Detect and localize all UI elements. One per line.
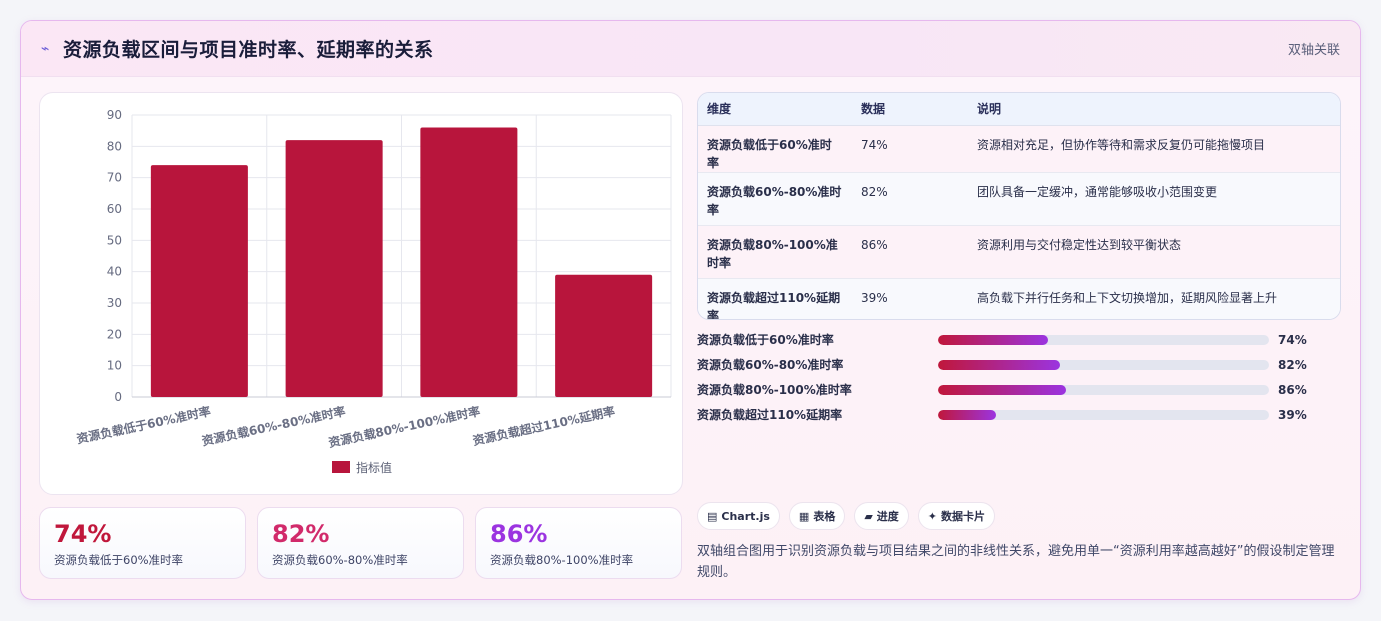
progress-label: 资源负载低于60%准时率 (697, 333, 834, 347)
table-row: 资源负载低于60%准时率 74% 资源相对充足，但协作等待和需求反复仍可能拖慢项… (698, 125, 1340, 173)
table-cell: 资源利用与交付稳定性达到较平衡状态 (968, 225, 1340, 279)
table-cell: 高负载下并行任务和上下文切换增加，延期风险显著上升 (977, 290, 1278, 305)
progress-percent: 86% (1278, 382, 1307, 397)
kpi-value: 82% (272, 520, 330, 548)
dual-axis-badge: 双轴关联 (1287, 43, 1340, 58)
bar (285, 140, 383, 398)
table-row: 资源负载超过110%延期率 39% 高负载下并行任务和上下文切换增加，延期风险显… (698, 278, 1340, 320)
progress-row: 资源负载80%-100%准时率 86% (697, 377, 1341, 402)
y-tick-label: 80 (107, 139, 122, 153)
chip-chartjs[interactable]: ▤ Chart.js (697, 502, 780, 530)
x-tick-label: 资源负载60%-80%准时率 (200, 403, 346, 448)
progress-row: 资源负载60%-80%准时率 82% (697, 352, 1341, 377)
y-tick-label: 90 (107, 108, 122, 122)
bar (555, 274, 653, 397)
progress-label: 资源负载80%-100%准时率 (697, 383, 852, 397)
chip-label: 数据卡片 (941, 510, 986, 523)
y-tick-label: 10 (107, 359, 122, 373)
y-tick-label: 30 (107, 296, 122, 310)
kpi-value: 86% (490, 520, 548, 548)
y-tick-label: 70 (107, 171, 122, 185)
table-header-data: 数据 (852, 93, 968, 126)
kpi-label: 资源负载80%-100%准时率 (490, 553, 634, 567)
table-cell: 资源负载超过110%延期率 (707, 290, 841, 320)
sparkle-icon: ✦ (927, 509, 938, 523)
progress-track (938, 384, 1269, 395)
y-tick-label: 40 (107, 265, 122, 279)
kpi-card-2: 82% 资源负载60%-80%准时率 (257, 507, 464, 579)
progress-percent: 82% (1278, 357, 1307, 372)
kpi-label: 资源负载60%-80%准时率 (272, 553, 408, 567)
chart-description: 双轴组合图用于识别资源负载与项目结果之间的非线性关系，避免用单一“资源利用率越高… (697, 544, 1335, 580)
table-header-dimension: 维度 (698, 93, 852, 126)
progress-percent: 39% (1278, 407, 1307, 422)
x-tick-label: 资源负载80%-100%准时率 (327, 403, 482, 450)
data-table: 维度 数据 说明 资源负载低于60%准时率 74% 资源相对充足，但协作等待和需… (698, 93, 1340, 320)
chart-icon: ▤ (707, 509, 718, 523)
bar-chart: 0 10 20 30 40 50 60 70 80 90 资源负载低于60%准时率资源负载60%-8… (75, 108, 672, 475)
kpi-card-3: 86% 资源负载80%-100%准时率 (475, 507, 682, 579)
progress-label: 资源负载60%-80%准时率 (697, 358, 844, 372)
chip-table[interactable]: ▦ 表格 (788, 502, 846, 530)
bar-chart-panel: 0 10 20 30 40 50 60 70 80 90 资源负载低于60%准时率 资源负载60%-8… (39, 92, 683, 495)
table-cell: 39% (861, 290, 888, 305)
chip-data-card[interactable]: ✦ 数据卡片 (917, 502, 996, 530)
tag-chips: ▤ Chart.js ▦ 表格 ▰ 进度 ✦ 数据卡片 (697, 502, 996, 530)
kpi-label: 资源负载低于60%准时率 (54, 553, 184, 567)
x-tick-label: 资源负载超过110%延期率 (471, 403, 616, 448)
legend-swatch (332, 461, 350, 473)
table-cell: 资源负载80%-100%准时率 (698, 225, 852, 279)
progress-fill (938, 384, 1067, 395)
bar (420, 127, 518, 398)
table-cell: 74% (852, 125, 968, 173)
progress-fill (938, 409, 997, 420)
progress-list: 资源负载低于60%准时率 74% 资源负载60%-80%准时率 82% 资源负载… (697, 327, 1341, 427)
legend-label: 指标值 (356, 460, 392, 475)
table-header-note: 说明 (968, 93, 1340, 126)
chip-label: 进度 (876, 510, 899, 523)
progress-label: 资源负载超过110%延期率 (697, 408, 843, 422)
y-tick-label: 60 (107, 202, 122, 216)
progress-fill (938, 359, 1061, 370)
table-cell: 82% (852, 172, 968, 226)
table-cell: 86% (852, 225, 968, 279)
table-cell: 资源相对充足，但协作等待和需求反复仍可能拖慢项目 (968, 125, 1340, 173)
chip-progress[interactable]: ▰ 进度 (854, 502, 909, 530)
table-cell: 资源负载低于60%准时率 (698, 125, 852, 173)
progress-percent: 74% (1278, 332, 1307, 347)
table-row: 资源负载60%-80%准时率 82% 团队具备一定缓冲，通常能够吸收小范围变更 (698, 172, 1340, 226)
table-cell: 资源负载60%-80%准时率 (698, 172, 852, 226)
y-tick-label: 50 (107, 233, 122, 247)
chip-label: 表格 (813, 510, 836, 523)
table-row: 资源负载80%-100%准时率 86% 资源利用与交付稳定性达到较平衡状态 (698, 225, 1340, 279)
bar (150, 165, 248, 397)
chip-label: Chart.js (721, 509, 770, 523)
progress-track (938, 409, 1269, 420)
progress-fill (938, 334, 1049, 345)
progress-row: 资源负载超过110%延期率 39% (697, 402, 1341, 427)
kpi-card-1: 74% 资源负载低于60%准时率 (39, 507, 246, 579)
y-tick-label: 20 (107, 327, 122, 341)
table-icon: ▦ (798, 509, 810, 523)
progress-icon: ▰ (864, 509, 873, 523)
progress-track (938, 359, 1269, 370)
kpi-value: 74% (54, 520, 112, 548)
progress-track (938, 334, 1269, 345)
table-cell: 团队具备一定缓冲，通常能够吸收小范围变更 (968, 172, 1340, 226)
sparkline-icon: ⌁ (41, 40, 50, 57)
y-tick-label: 0 (114, 390, 122, 404)
progress-row: 资源负载低于60%准时率 74% (697, 327, 1341, 352)
page-title: 资源负载区间与项目准时率、延期率的关系 (63, 39, 434, 61)
data-table-panel: 维度 数据 说明 资源负载低于60%准时率 74% 资源相对充足，但协作等待和需… (697, 92, 1341, 320)
x-tick-label: 资源负载低于60%准时率 (75, 403, 212, 446)
card-header: ⌁ 资源负载区间与项目准时率、延期率的关系 双轴关联 (21, 21, 1360, 77)
